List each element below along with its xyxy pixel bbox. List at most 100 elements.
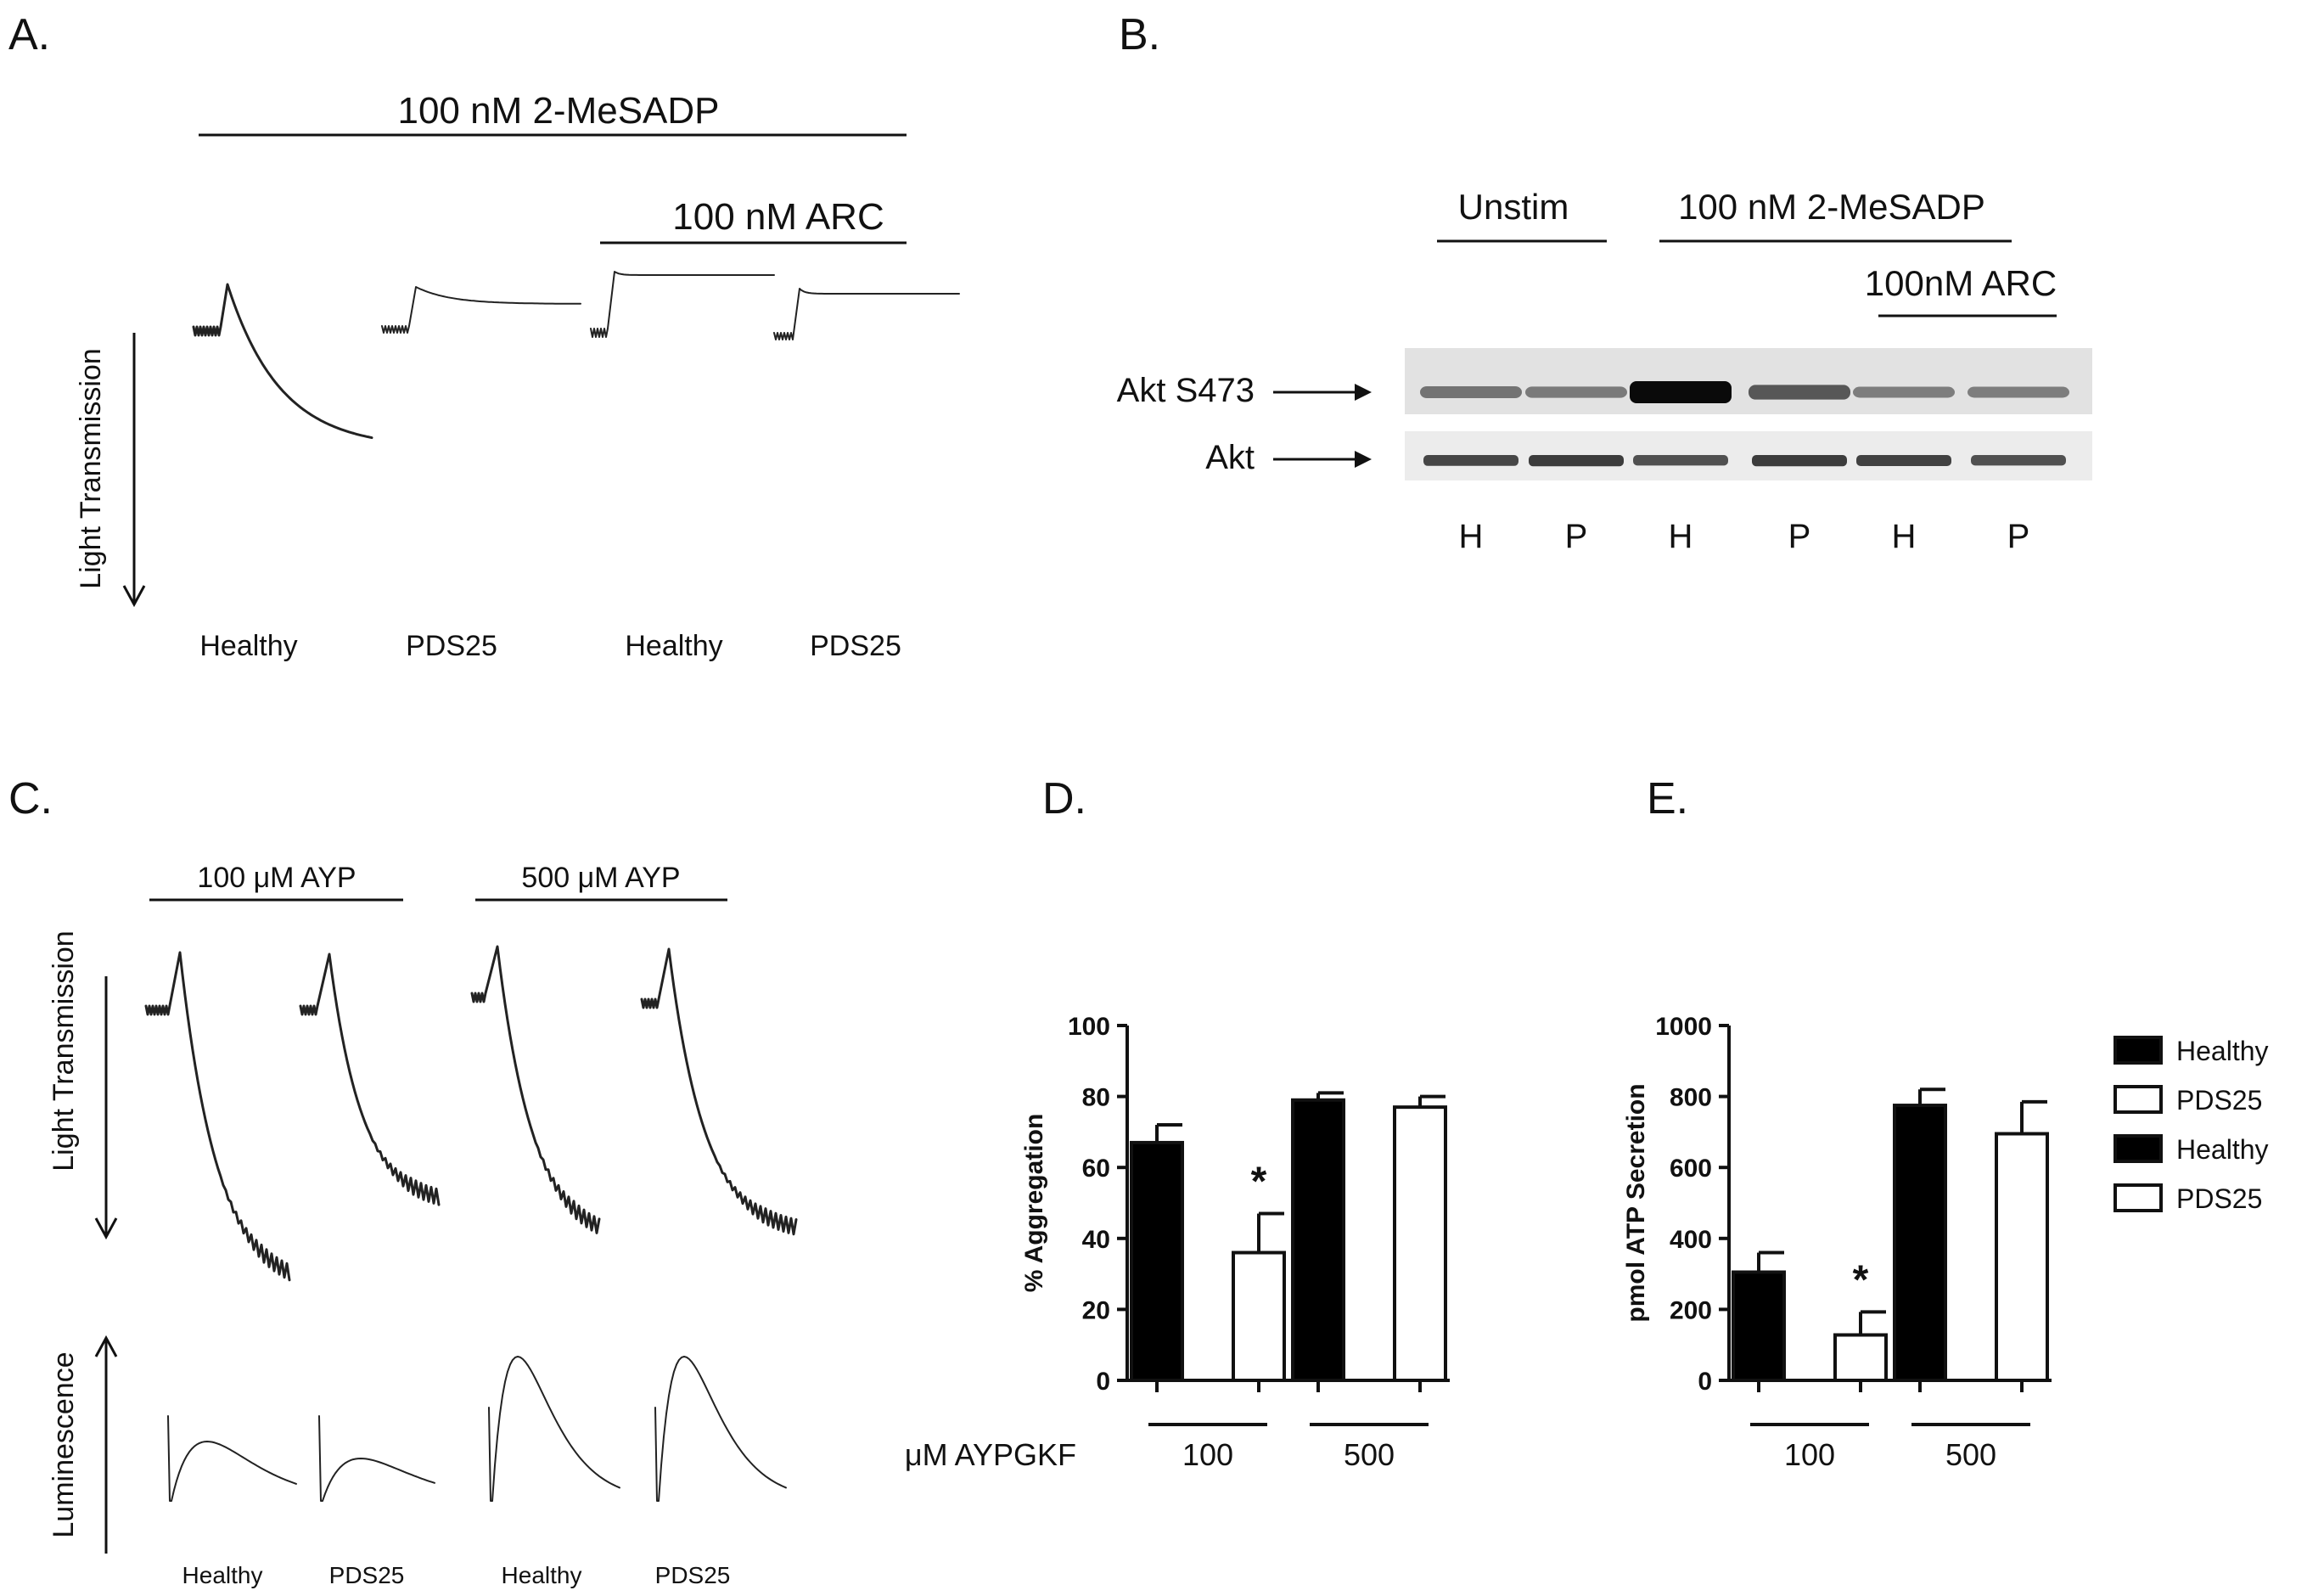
blot-total-bands [1423,455,2066,467]
total-band-lane-6 [1971,455,2066,466]
panel-b-unstim-label: Unstim [1458,187,1569,227]
panel-c-agg-trace-2 [299,953,441,1206]
bar-pds25-100 [1833,1333,1888,1382]
band-label-akt: Akt [1205,439,1255,476]
bar-pds25-500 [1393,1105,1447,1382]
significance-star-100: * [1853,1257,1869,1302]
category-label-100: 100 [1784,1437,1835,1472]
y-tick-label-80: 80 [1082,1084,1110,1112]
band-arrowhead-akt [1355,451,1372,468]
panel-a-yaxis-label: Light Transmission [75,348,107,588]
x-axis-title: μM AYPGKF [905,1437,1076,1472]
panel-c-label: C. [8,774,53,823]
phospho-band-lane-5 [1853,386,1955,398]
y-tick-label-600: 600 [1670,1155,1712,1183]
y-axis-title: pmol ATP Secretion [1622,1083,1650,1322]
panel-a-inhibitor-label: 100 nM ARC [672,196,884,238]
y-tick-label-40: 40 [1082,1226,1110,1254]
y-tick-label-0: 0 [1096,1368,1110,1396]
y-tick-label-100: 100 [1068,1013,1110,1041]
legend-label-2: Healthy [2176,1134,2269,1165]
panel-c-lum-trace-2 [318,1415,435,1502]
bar-pds25-100 [1232,1250,1286,1383]
y-tick-label-0: 0 [1698,1368,1712,1396]
legend-swatch-1 [2113,1085,2163,1114]
lane-label-1: H [1459,518,1484,555]
bar-healthy-500 [1893,1104,1947,1383]
panel-c-sample-4: PDS25 [655,1562,731,1588]
y-tick-label-60: 60 [1082,1155,1110,1183]
chart-d-aggregation: 0 20 40 60 80 100 % Aggregation * 100 500 μM AYPGK… [905,1013,1450,1472]
panel-a-agonist-label: 100 nM 2-MeSADP [397,90,719,132]
panel-a-sample-4: PDS25 [810,630,901,662]
panel-c-luminescence-arrowhead [94,1335,118,1357]
y-tick-label-200: 200 [1670,1296,1712,1324]
panel-c-agg-trace-1 [144,951,291,1282]
panel-a-trace-healthy-arc [590,271,775,338]
bar-healthy-100 [1130,1140,1184,1382]
y-tick-label-800: 800 [1670,1084,1712,1112]
phospho-band-lane-6 [1968,386,2069,398]
panel-c-agg-trace-3 [470,945,601,1234]
panel-c-sample-2: PDS25 [329,1562,405,1588]
panel-c-group-1-label: 100 μM AYP [197,862,356,894]
lane-label-3: H [1669,518,1693,555]
phospho-band-lane-2 [1525,386,1627,398]
panel-c-transmission-label: Light Transmission [48,930,80,1171]
bar-healthy-100 [1732,1270,1786,1383]
legend-label-1: PDS25 [2176,1085,2262,1116]
band-arrowhead-akt-s473 [1355,384,1372,401]
panel-b: B. Unstim 100 nM 2-MeSADP 100nM ARC Akt … [1117,10,2092,555]
significance-star-100: * [1251,1160,1267,1205]
lane-label-5: H [1892,518,1917,555]
blot-phospho-bands [1420,381,2069,403]
total-band-lane-3 [1633,455,1728,466]
panel-c-sample-3: Healthy [502,1562,582,1588]
panel-c-group-2-label: 500 μM AYP [521,862,680,894]
legend-swatch-3 [2113,1183,2163,1212]
panel-c: C. 100 μM AYP 500 μM AYP Light Transmiss… [8,774,798,1588]
bar-healthy-500 [1291,1098,1345,1383]
panel-a-trace-pds25 [381,286,581,334]
lane-label-2: P [1565,518,1588,555]
y-tick-label-1000: 1000 [1655,1013,1712,1041]
panel-a-sample-1: Healthy [199,630,297,662]
legend-swatch-2 [2113,1134,2163,1163]
panel-c-sample-1: Healthy [182,1562,263,1588]
panel-b-inhibitor-label: 100nM ARC [1865,263,2057,303]
panel-c-luminescence-label: Luminescence [48,1352,80,1537]
lane-label-6: P [2007,518,2030,555]
y-tick-label-400: 400 [1670,1226,1712,1254]
total-band-lane-4 [1752,455,1847,467]
chart-e-atp-secretion: 0 200 400 600 800 1000 pmol ATP Secretion * 100 5… [1622,1013,2052,1472]
total-band-lane-5 [1856,455,1951,466]
panel-c-lum-trace-1 [167,1415,297,1502]
panel-c-transmission-arrowhead [94,1217,118,1240]
lane-label-4: P [1788,518,1811,555]
panel-e-label: E. [1647,774,1688,823]
phospho-band-lane-4 [1749,385,1850,400]
legend-swatch-0 [2113,1036,2163,1065]
legend-label-3: PDS25 [2176,1183,2262,1214]
panel-a-sample-3: Healthy [625,630,722,662]
panel-a-trace-healthy [192,283,373,440]
y-axis-title: % Aggregation [1020,1114,1048,1293]
phospho-band-lane-3 [1630,381,1732,403]
chart-legend: Healthy PDS25 Healthy PDS25 [2113,1036,2269,1214]
panel-a: A. 100 nM 2-MeSADP 100 nM ARC Light Tran… [8,10,960,662]
total-band-lane-1 [1423,455,1518,466]
panel-a-label: A. [8,10,50,59]
panel-c-lum-trace-4 [654,1356,787,1502]
panel-a-sample-2: PDS25 [406,630,497,662]
panel-d-label: D. [1042,774,1086,823]
blot-phospho-membrane [1405,348,2092,414]
legend-label-0: Healthy [2176,1036,2269,1066]
bar-pds25-500 [1995,1132,2049,1382]
panel-a-arrowhead [122,585,146,608]
category-label-500: 500 [1344,1437,1395,1472]
panel-a-trace-pds25-arc [773,288,960,340]
panel-c-agg-trace-4 [640,947,798,1236]
y-tick-label-20: 20 [1082,1296,1110,1324]
total-band-lane-2 [1529,455,1624,467]
